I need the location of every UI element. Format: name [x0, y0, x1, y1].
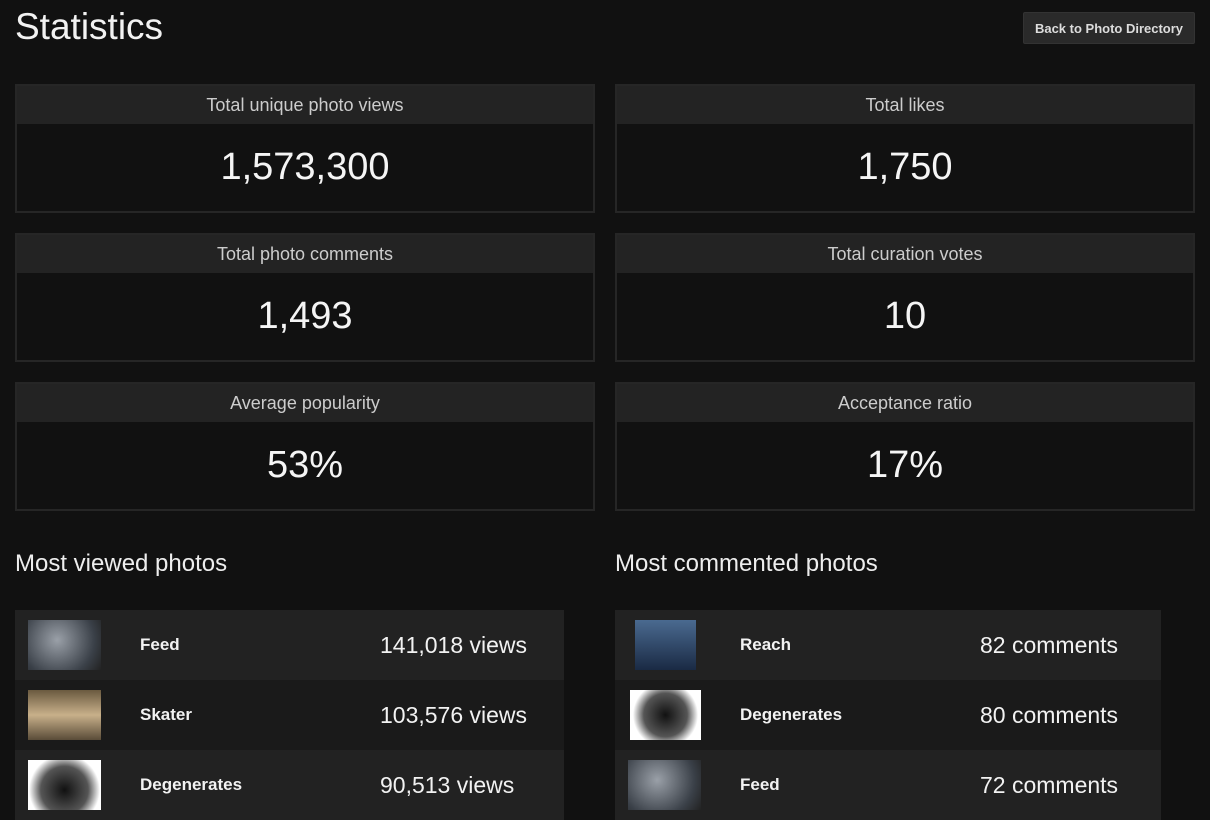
photo-thumbnail[interactable]	[630, 690, 701, 740]
photo-thumbnail[interactable]	[28, 690, 101, 740]
photo-name[interactable]: Skater	[140, 705, 192, 724]
stat-value: 1,573,300	[220, 146, 390, 188]
photo-thumbnail[interactable]	[635, 620, 696, 670]
view-count: 90,513 views	[380, 771, 515, 798]
comment-count: 72 comments	[980, 771, 1119, 798]
stat-value: 53%	[266, 444, 344, 486]
photo-thumbnail[interactable]	[28, 760, 101, 810]
stat-card-acceptance-ratio: Acceptance ratio 17%	[615, 382, 1195, 511]
view-count: 141,018 views	[380, 631, 528, 658]
view-count: 103,576 views	[380, 701, 528, 728]
stat-card-comments: Total photo comments 1,493	[15, 233, 595, 362]
stat-label: Total likes	[617, 86, 1193, 124]
stat-card-curation-votes: Total curation votes 10	[615, 233, 1195, 362]
photo-name[interactable]: Reach	[740, 635, 792, 654]
list-item[interactable]: Feed 141,018 views	[15, 610, 564, 680]
list-item[interactable]: Skater 103,576 views	[15, 680, 564, 750]
photo-thumbnail[interactable]	[628, 760, 701, 810]
stat-value: 17%	[866, 444, 944, 486]
back-to-photo-directory-button[interactable]: Back to Photo Directory	[1023, 12, 1195, 44]
photo-thumbnail[interactable]	[28, 620, 101, 670]
most-viewed-list: Feed 141,018 views Skater 103,576 views De…	[15, 610, 564, 820]
stat-label: Total curation votes	[617, 235, 1193, 273]
list-item[interactable]: Degenerates 80 comments	[615, 680, 1161, 750]
comment-count: 82 comments	[980, 631, 1119, 658]
page-title: Statistics	[15, 6, 164, 47]
photo-name[interactable]: Degenerates	[740, 705, 843, 724]
stat-label: Total photo comments	[17, 235, 593, 273]
most-commented-heading: Most commented photos	[615, 550, 878, 577]
stat-label: Total unique photo views	[17, 86, 593, 124]
stat-value: 1,750	[857, 146, 953, 188]
list-item[interactable]: Degenerates 90,513 views	[15, 750, 564, 820]
stat-label: Acceptance ratio	[617, 384, 1193, 422]
list-item[interactable]: Reach 82 comments	[615, 610, 1161, 680]
most-commented-list: Reach 82 comments Degenerates 80 comments …	[615, 610, 1161, 820]
stat-value: 10	[883, 295, 927, 337]
photo-name[interactable]: Feed	[740, 775, 780, 794]
list-item[interactable]: Feed 72 comments	[615, 750, 1161, 820]
stat-card-likes: Total likes 1,750	[615, 84, 1195, 213]
most-viewed-heading: Most viewed photos	[15, 550, 228, 577]
stat-card-popularity: Average popularity 53%	[15, 382, 595, 511]
stat-card-unique-views: Total unique photo views 1,573,300	[15, 84, 595, 213]
photo-name[interactable]: Degenerates	[140, 775, 243, 794]
comment-count: 80 comments	[980, 701, 1119, 728]
stat-label: Average popularity	[17, 384, 593, 422]
stat-value: 1,493	[257, 295, 353, 337]
photo-name[interactable]: Feed	[140, 635, 180, 654]
